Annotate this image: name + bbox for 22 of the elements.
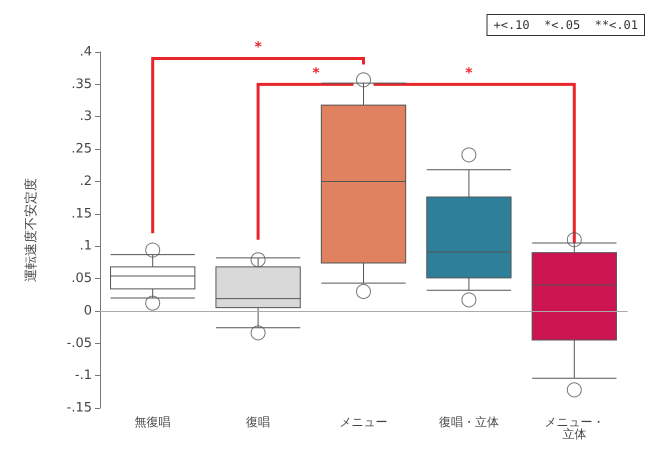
y-tick-label: .3	[80, 109, 92, 124]
x-tick-label: メニュー	[340, 415, 388, 429]
x-tick-label: 復唱・立体	[438, 415, 499, 429]
y-tick-label: -.1	[74, 368, 92, 384]
annotation: *	[254, 39, 262, 56]
y-tick-label: 0	[84, 303, 92, 318]
annotation: *	[465, 65, 474, 82]
annotation: *	[312, 65, 320, 82]
y-tick-label: .2	[80, 174, 92, 189]
y-tick-label: .15	[71, 206, 92, 222]
y-tick-label: .1	[80, 238, 92, 254]
y-axis-title: 運転速度不安定度	[23, 178, 39, 282]
x-tick-label: 復唱	[246, 415, 270, 429]
y-tick-label: .35	[71, 76, 92, 92]
y-tick-label: .25	[71, 142, 92, 157]
x-tick-label: 無復唱	[134, 415, 171, 429]
y-tick-label: .05	[71, 271, 92, 286]
y-tick-label: -.15	[66, 400, 92, 416]
y-tick-label: .4	[80, 44, 92, 60]
x-tick-label: メニュー・立体	[544, 415, 604, 441]
y-tick-label: -.05	[66, 336, 92, 351]
text: +<.10 *<.05 **<.01	[494, 18, 638, 32]
